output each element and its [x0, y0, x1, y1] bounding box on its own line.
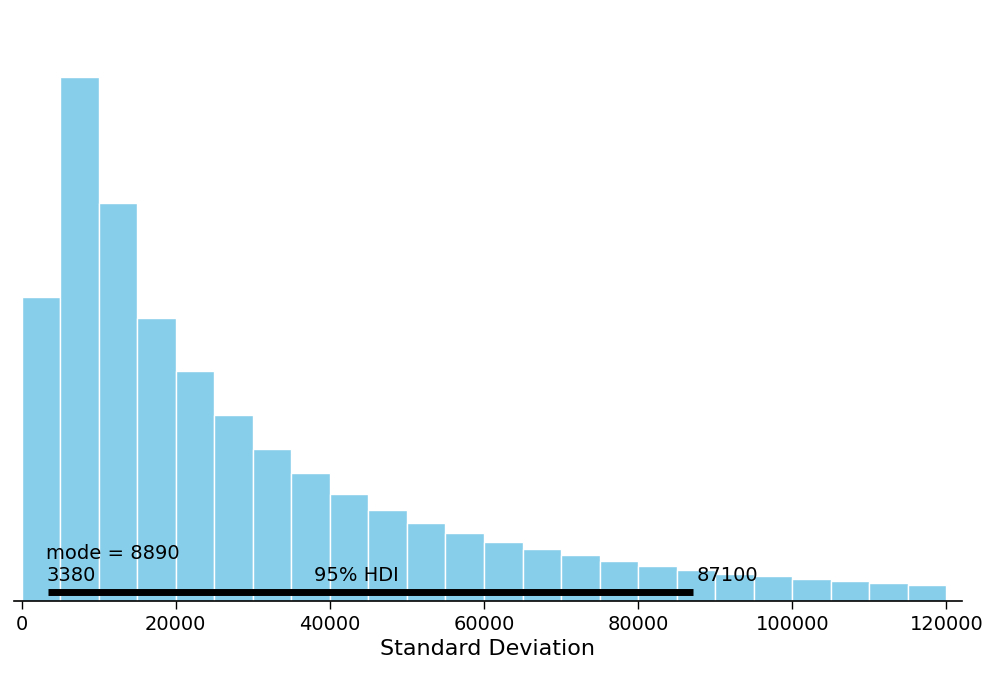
- Bar: [561, 555, 600, 602]
- Bar: [484, 542, 523, 602]
- Bar: [792, 579, 831, 602]
- Text: 3380: 3380: [46, 566, 95, 585]
- Text: 87100: 87100: [697, 566, 758, 585]
- Bar: [176, 371, 214, 602]
- Bar: [22, 297, 60, 602]
- Bar: [291, 473, 330, 602]
- Bar: [677, 570, 715, 602]
- Bar: [407, 523, 445, 602]
- Bar: [330, 494, 368, 602]
- X-axis label: Standard Deviation: Standard Deviation: [380, 639, 595, 659]
- Bar: [869, 583, 908, 602]
- Bar: [908, 585, 946, 602]
- Bar: [600, 561, 638, 602]
- Bar: [214, 415, 253, 602]
- Bar: [831, 581, 869, 602]
- Bar: [60, 77, 99, 602]
- Bar: [368, 509, 407, 602]
- Bar: [253, 450, 291, 602]
- Bar: [715, 573, 754, 602]
- Bar: [137, 318, 176, 602]
- Bar: [754, 576, 792, 602]
- Bar: [523, 549, 561, 602]
- Text: 95% HDI: 95% HDI: [314, 566, 399, 585]
- Bar: [638, 566, 677, 602]
- Text: mode = 8890: mode = 8890: [46, 544, 180, 563]
- Bar: [99, 203, 137, 602]
- Bar: [445, 533, 484, 602]
